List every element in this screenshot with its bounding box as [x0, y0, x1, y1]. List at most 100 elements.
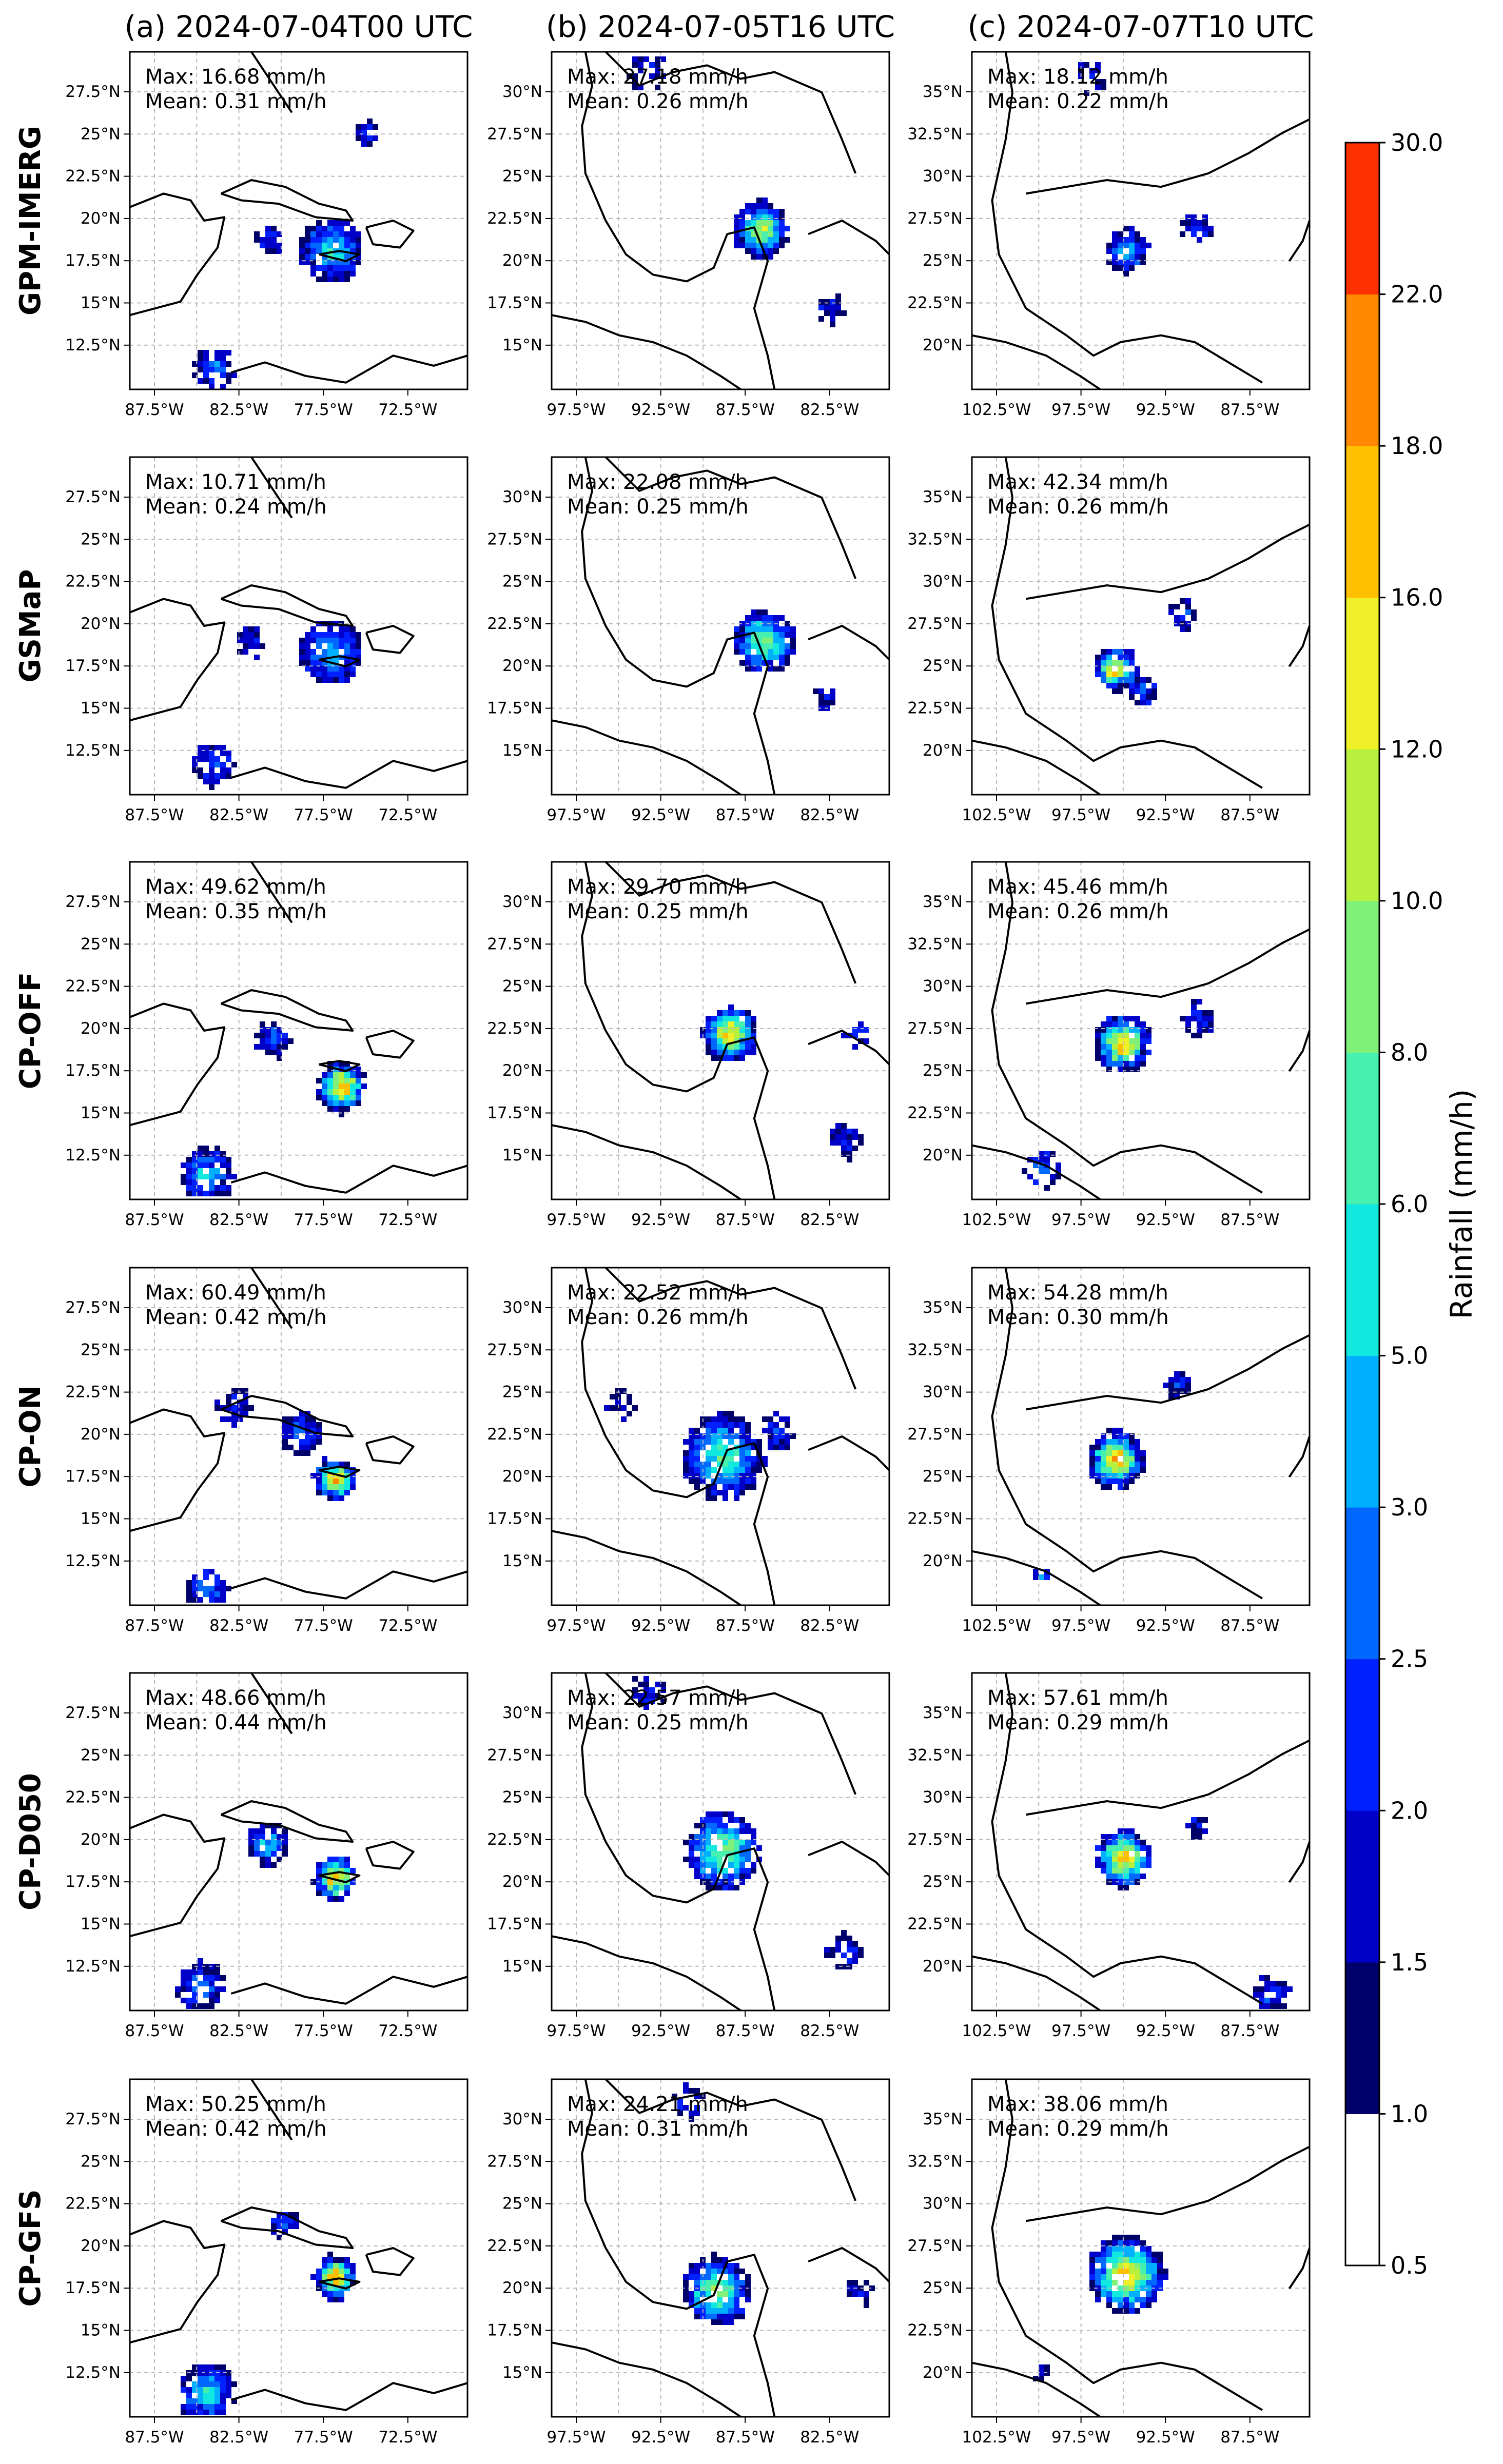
lat-tick-label: 22.5°N — [65, 167, 121, 186]
lon-tick-label: 102.5°W — [962, 1617, 1031, 1635]
rain-cell — [739, 1879, 745, 1885]
rain-cell — [1174, 604, 1180, 609]
rain-cell — [1129, 1050, 1135, 1055]
rain-cell — [1118, 231, 1123, 237]
lat-tick-label: 17.5°N — [65, 657, 121, 675]
rain-cell — [756, 1439, 762, 1445]
rain-cell — [344, 254, 350, 260]
rain-cell — [779, 1416, 785, 1422]
lat-tick-label: 25°N — [81, 1341, 121, 1359]
rain-cell — [214, 1157, 220, 1162]
rain-cell — [751, 1479, 756, 1484]
rain-cell — [723, 1479, 728, 1484]
rain-cell — [226, 1185, 231, 1191]
coastline — [250, 1267, 293, 1329]
rain-cell — [773, 1411, 779, 1416]
rain-cell — [762, 638, 768, 643]
rain-cell — [248, 638, 254, 643]
rain-cell — [1140, 1038, 1146, 1044]
rain-cell — [344, 1083, 350, 1089]
rain-cell — [1259, 1992, 1264, 1998]
rain-cell — [181, 1975, 186, 1981]
rain-cell — [739, 1428, 745, 1433]
rain-cell — [756, 220, 762, 226]
rain-cell — [734, 1016, 739, 1021]
rain-cell — [1135, 1467, 1140, 1473]
rain-cell — [209, 762, 214, 767]
rain-cell — [1106, 1851, 1112, 1857]
rain-cell — [327, 1896, 333, 1902]
rain-cell — [1185, 1823, 1191, 1828]
rain-cell — [333, 677, 339, 683]
rain-cell — [756, 214, 762, 220]
rain-cell — [1123, 655, 1129, 660]
lon-tick-label: 77.5°W — [294, 2022, 353, 2040]
lat-tick-label: 22.5°N — [487, 209, 542, 228]
rain-cell — [1095, 68, 1101, 73]
rain-cell — [248, 1405, 254, 1411]
rain-cell — [226, 1157, 231, 1162]
rain-cell — [739, 220, 745, 226]
rain-cell — [271, 1851, 277, 1857]
lon-tick-label: 87.5°W — [125, 1617, 184, 1635]
rain-cell — [638, 56, 643, 62]
rain-cell — [1101, 1473, 1106, 1479]
lon-tick-label: 82.5°W — [209, 401, 268, 419]
rain-cell — [271, 1845, 277, 1851]
rain-cell — [1112, 260, 1118, 265]
rain-cell — [203, 1151, 209, 1157]
rain-cell — [203, 1174, 209, 1179]
rain-cell — [1129, 694, 1135, 700]
rain-cell — [265, 1033, 271, 1038]
rain-cell — [711, 1811, 717, 1817]
rain-cell — [344, 1885, 350, 1890]
rain-cell — [310, 632, 316, 638]
rain-cell — [237, 632, 243, 638]
rain-cell — [1146, 694, 1151, 700]
rain-cell — [728, 1411, 734, 1416]
rain-cell — [768, 1439, 773, 1445]
rain-cell — [1202, 1027, 1208, 1033]
rain-cell — [711, 1027, 717, 1033]
rain-cell — [638, 1682, 643, 1687]
rain-cell — [683, 1439, 689, 1445]
rain-cell — [1123, 1868, 1129, 1874]
rain-cell — [1089, 1456, 1095, 1462]
coastline — [1025, 118, 1310, 195]
rain-cell — [723, 1811, 728, 1817]
rain-cell — [818, 700, 824, 705]
rain-cell — [299, 1428, 305, 1433]
rain-cell — [1281, 2003, 1287, 2009]
rain-cell — [203, 2003, 209, 2009]
rain-cell — [694, 1467, 700, 1473]
panel-frame — [129, 51, 469, 390]
rain-cell — [1185, 1027, 1191, 1033]
rain-cell — [339, 638, 344, 643]
rain-cell — [773, 1422, 779, 1428]
rain-cell — [192, 1975, 198, 1981]
coastline — [250, 1672, 293, 1734]
rain-cell — [271, 226, 277, 231]
rain-cell — [1123, 1433, 1129, 1439]
rain-cell — [734, 226, 739, 231]
panel-cp-on-c: 35°N32.5°N30°N27.5°N25°N22.5°N20°N102.5°… — [907, 1267, 1311, 1635]
rain-cell — [344, 638, 350, 643]
lon-tick-label: 92.5°W — [631, 401, 690, 419]
rain-cell — [847, 1151, 852, 1157]
rain-cell — [852, 1033, 858, 1038]
rain-cell — [728, 1050, 734, 1055]
rain-cell — [739, 209, 745, 214]
rain-cell — [198, 356, 203, 361]
rain-cell — [751, 1456, 756, 1462]
rain-cell — [694, 1462, 700, 1467]
rain-cell — [198, 1174, 203, 1179]
rain-cell — [1039, 1168, 1044, 1174]
rain-cell — [762, 609, 768, 615]
rain-cell — [847, 1947, 852, 1953]
rain-cell — [333, 271, 339, 277]
rain-cell — [271, 1840, 277, 1845]
lat-tick-label: 30°N — [502, 1298, 542, 1317]
rain-cell — [790, 626, 796, 632]
rain-cell — [1264, 1998, 1270, 2003]
rain-cell — [717, 1010, 723, 1016]
